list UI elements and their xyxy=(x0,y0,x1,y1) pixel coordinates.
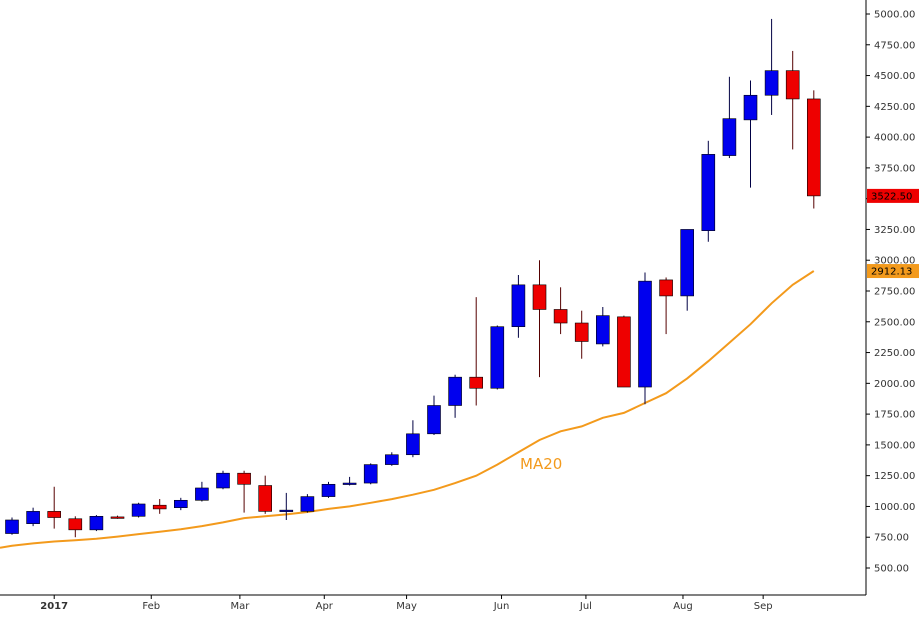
candle-body-up xyxy=(279,509,294,512)
candle-body-up xyxy=(427,405,441,435)
candle-body-down xyxy=(574,322,589,342)
y-tick-label: 3000.00 xyxy=(874,256,915,267)
candle-body-up xyxy=(490,326,505,389)
candle-body-up xyxy=(764,70,779,96)
y-tick-label: 2250.00 xyxy=(874,348,915,359)
candle-body-down xyxy=(258,485,273,512)
candle-body-down xyxy=(469,376,484,389)
candle-body-down xyxy=(659,279,673,297)
candle-body-up xyxy=(701,154,716,231)
candle-body-up xyxy=(26,511,40,524)
candle-body-up xyxy=(174,499,188,508)
x-tick-label: Jun xyxy=(493,601,510,612)
candle-body-down xyxy=(47,511,62,518)
candle-body-up xyxy=(511,284,526,328)
candle-body-down xyxy=(806,98,821,197)
candle-body-down xyxy=(553,309,568,324)
candle-body-up xyxy=(638,280,652,388)
x-tick-label: May xyxy=(396,601,417,612)
candle-body-down xyxy=(68,518,83,531)
y-tick-label: 4250.00 xyxy=(874,102,915,113)
y-tick-label: 5000.00 xyxy=(874,10,915,21)
candle-body-down xyxy=(617,316,631,388)
ma20-value-label: 2912.13 xyxy=(871,267,912,278)
candle-body-up xyxy=(406,433,420,456)
candle-body-up xyxy=(363,464,378,484)
ma20-line xyxy=(0,270,815,549)
x-tick-label: Apr xyxy=(316,601,334,612)
y-tick-label: 3750.00 xyxy=(874,163,915,174)
candle-body-up xyxy=(131,503,146,517)
x-tick-label: Sep xyxy=(754,601,773,612)
candle-body-up xyxy=(448,376,462,406)
candle-body-down xyxy=(785,70,800,100)
x-tick-label: 2017 xyxy=(40,601,68,612)
y-tick-label: 750.00 xyxy=(874,533,909,544)
x-tick-label: Aug xyxy=(673,601,693,612)
candle-body-down xyxy=(532,284,547,310)
last-price-label: 3522.50 xyxy=(871,191,912,202)
candle-body-up xyxy=(384,454,399,465)
y-tick-label: 3250.00 xyxy=(874,225,915,236)
candle-body-up xyxy=(89,515,104,531)
ma20-value-tag xyxy=(867,264,919,279)
candle-body-up xyxy=(680,229,695,297)
candle-body-down xyxy=(237,472,251,485)
x-tick-label: Feb xyxy=(142,601,160,612)
y-tick-label: 1750.00 xyxy=(874,410,915,421)
y-tick-label: 4500.00 xyxy=(874,71,915,82)
y-tick-label: 1250.00 xyxy=(874,471,915,482)
candle-body-up xyxy=(216,472,230,489)
x-tick-label: Jul xyxy=(579,601,592,612)
candle-body-up xyxy=(300,496,315,512)
candle-body-up xyxy=(5,519,19,534)
candle-body-up xyxy=(321,483,336,497)
candle-body-up xyxy=(743,94,758,121)
y-tick-label: 4000.00 xyxy=(874,133,915,144)
y-tick-label: 1500.00 xyxy=(874,440,915,451)
y-tick-label: 4750.00 xyxy=(874,40,915,51)
ma20-label: MA20 xyxy=(520,455,562,473)
y-tick-label: 2000.00 xyxy=(874,379,915,390)
candle-body-down xyxy=(110,516,125,519)
candle-body-down xyxy=(152,504,167,510)
y-tick-label: 500.00 xyxy=(874,564,909,575)
candle-body-up xyxy=(722,118,737,156)
last-price-tag xyxy=(867,188,919,203)
y-tick-label: 2750.00 xyxy=(874,287,915,298)
candle-body-up xyxy=(195,487,209,501)
candle-body-up xyxy=(342,482,357,485)
candle-body-up xyxy=(595,315,610,345)
y-tick-label: 1000.00 xyxy=(874,502,915,513)
x-tick-label: Mar xyxy=(230,601,250,612)
y-tick-label: 2500.00 xyxy=(874,317,915,328)
